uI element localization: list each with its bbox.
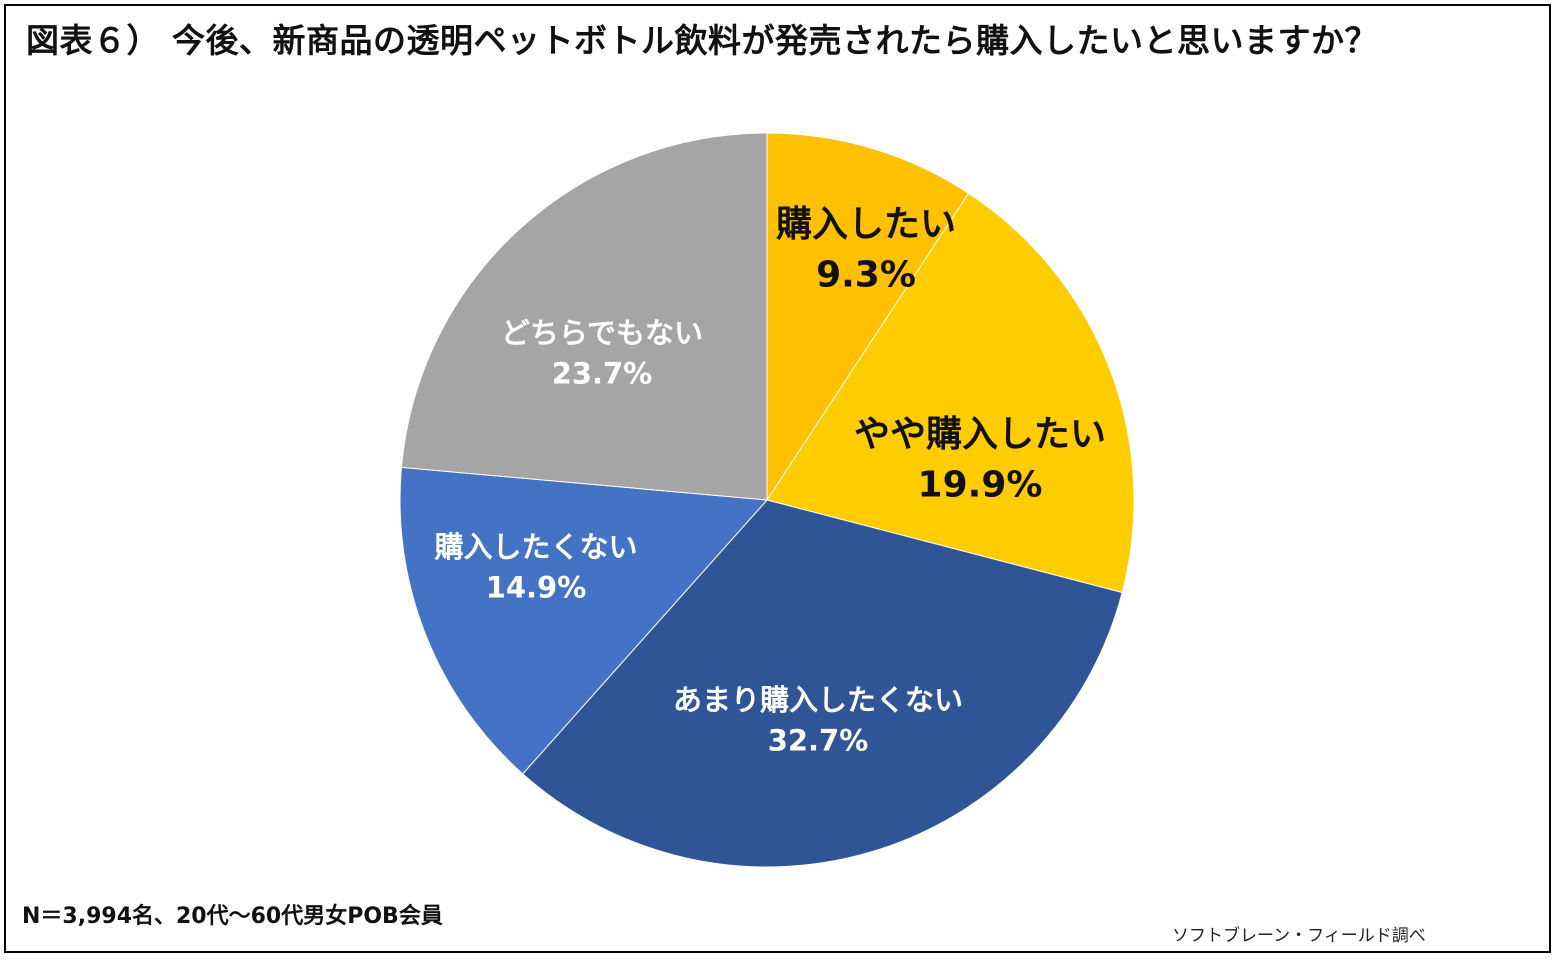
slice-value-label: 9.3% [816, 254, 916, 295]
pie-slice [766, 132, 970, 502]
pie-slice [399, 466, 769, 775]
slice-category-label: 購入したい [776, 204, 956, 245]
pie-slice [522, 499, 1123, 868]
sample-size-note: N＝3,994名、20代～60代男女POB会員 [22, 904, 443, 929]
pie-slice [400, 132, 768, 501]
slice-category-label: どちらでもない [501, 316, 703, 350]
slice-value-label: 14.9% [486, 571, 587, 605]
chart-title: 図表６） 今後、新商品の透明ペットボトル飲料が発売されたら購入したいと思いますか… [26, 21, 1378, 60]
slice-category-label: あまり購入したくない [673, 683, 963, 717]
slice-value-label: 23.7% [552, 357, 653, 391]
slice-value-label: 19.9% [918, 464, 1043, 505]
slice-category-label: 購入したくない [434, 530, 637, 564]
slice-category-label: やや購入したい [854, 414, 1106, 455]
slice-value-label: 32.7% [768, 724, 869, 758]
source-note: ソフトブレーン・フィールド調べ [1172, 926, 1426, 946]
pie-slice [766, 192, 1135, 594]
